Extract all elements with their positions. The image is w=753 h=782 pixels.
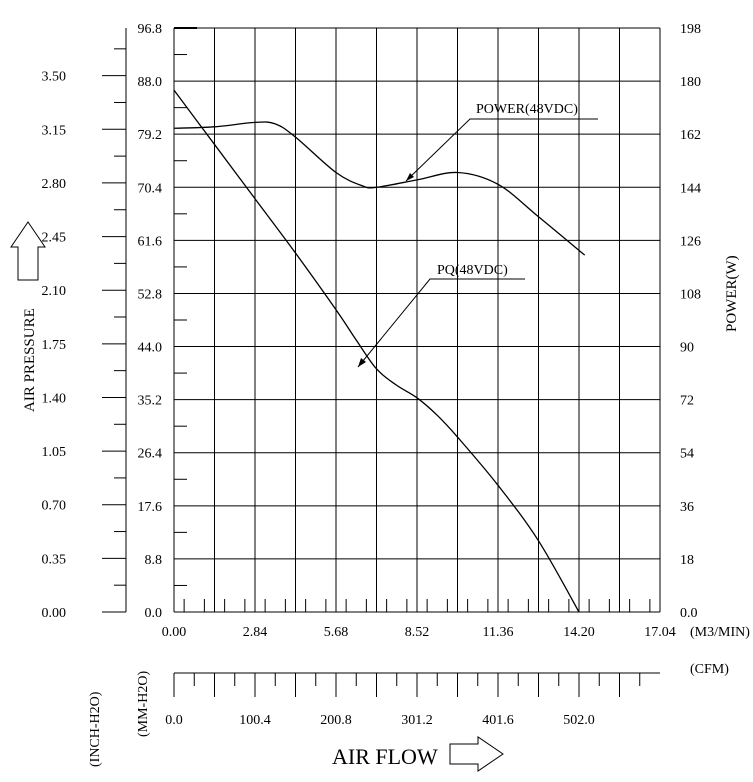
tick-labels: 0.00 0.35 0.70 1.05 1.40 1.75 2.10 2.45 2.80 3.15… [42,22,702,728]
pq-curve-line [173,89,580,613]
grid [173,27,661,613]
power-tick-label: 72 [680,394,694,409]
power-annotation-arrowhead [406,173,414,181]
mm-tick-label: 44.0 [138,341,163,356]
mm-tick-label: 17.6 [138,500,163,515]
x-unit-label: (M3/MIN) [690,625,750,640]
cfm-tick-label: 100.4 [239,713,271,728]
mm-tick-label: 96.8 [138,22,163,37]
power-tick-label: 90 [680,341,694,356]
power-tick-label: 144 [680,181,701,196]
power-tick-label: 198 [680,22,701,37]
power-tick-label: 0.0 [680,606,698,621]
cfm-tick-label: 502.0 [563,713,595,728]
cfm-tick-label: 0.0 [165,713,183,728]
y-unit-inch: (INCH-H2O) [88,691,103,767]
x-tick-label: 8.52 [405,625,430,640]
power-curve-line [173,121,586,256]
power-annotation-leader [405,118,598,182]
inch-tick-label: 0.00 [42,606,67,621]
mm-tick-label: 70.4 [138,181,163,196]
power-tick-label: 36 [680,500,694,515]
y-axis-label-right: POWER(W) [724,255,740,332]
series [173,89,586,613]
right-arrow-icon [449,736,504,772]
inch-tick-label: 1.05 [42,445,67,460]
inch-tick-label: 3.50 [42,70,67,85]
mm-tick-label: 52.8 [138,287,163,302]
inch-tick-label: 2.10 [42,284,67,299]
y-axis-label-left: AIR PRESSURE [22,308,38,412]
up-arrow-icon [10,221,46,281]
x-tick-label: 14.20 [563,625,595,640]
inch-tick-label: 2.45 [42,231,67,246]
power-tick-label: 54 [680,447,694,462]
x-axis-label: AIR FLOW [332,744,438,769]
power-tick-label: 126 [680,234,701,249]
x-tick-label: 11.36 [483,625,514,640]
x-tick-label: 5.68 [324,625,349,640]
cfm-tick-label: 200.8 [320,713,352,728]
power-tick-label: 108 [680,287,701,302]
x-tick-label: 2.84 [243,625,268,640]
mm-tick-label: 8.8 [145,553,163,568]
x-tick-label: 17.04 [644,625,676,640]
cfm-unit-label: (CFM) [690,662,729,677]
mm-tick-label: 79.2 [138,128,163,143]
power-tick-label: 18 [680,553,694,568]
inch-tick-label: 1.40 [42,391,67,406]
inch-tick-label: 0.70 [42,499,67,514]
inch-tick-label: 0.35 [42,552,67,567]
cfm-tick-label: 401.6 [482,713,514,728]
power-curve-annotation: POWER(48VDC) [476,102,578,117]
inch-tick-label: 3.15 [42,123,67,138]
y-unit-mm: (MM-H2O) [136,671,151,737]
mm-tick-label: 61.6 [138,234,163,249]
pq-annotation-leader [357,278,525,368]
mm-tick-label: 88.0 [138,75,163,90]
axes [102,28,660,697]
inch-tick-label: 2.80 [42,177,67,192]
pq-curve-annotation: PQ(48VDC) [437,263,508,278]
pq-annotation-arrowhead [358,358,366,367]
power-tick-label: 180 [680,75,701,90]
power-tick-label: 162 [680,128,701,143]
inch-tick-label: 1.75 [42,338,67,353]
x-tick-label: 0.00 [162,625,187,640]
mm-tick-label: 26.4 [138,447,163,462]
cfm-tick-label: 301.2 [401,713,433,728]
mm-tick-label: 35.2 [138,394,163,409]
mm-tick-label: 0.0 [145,606,163,621]
